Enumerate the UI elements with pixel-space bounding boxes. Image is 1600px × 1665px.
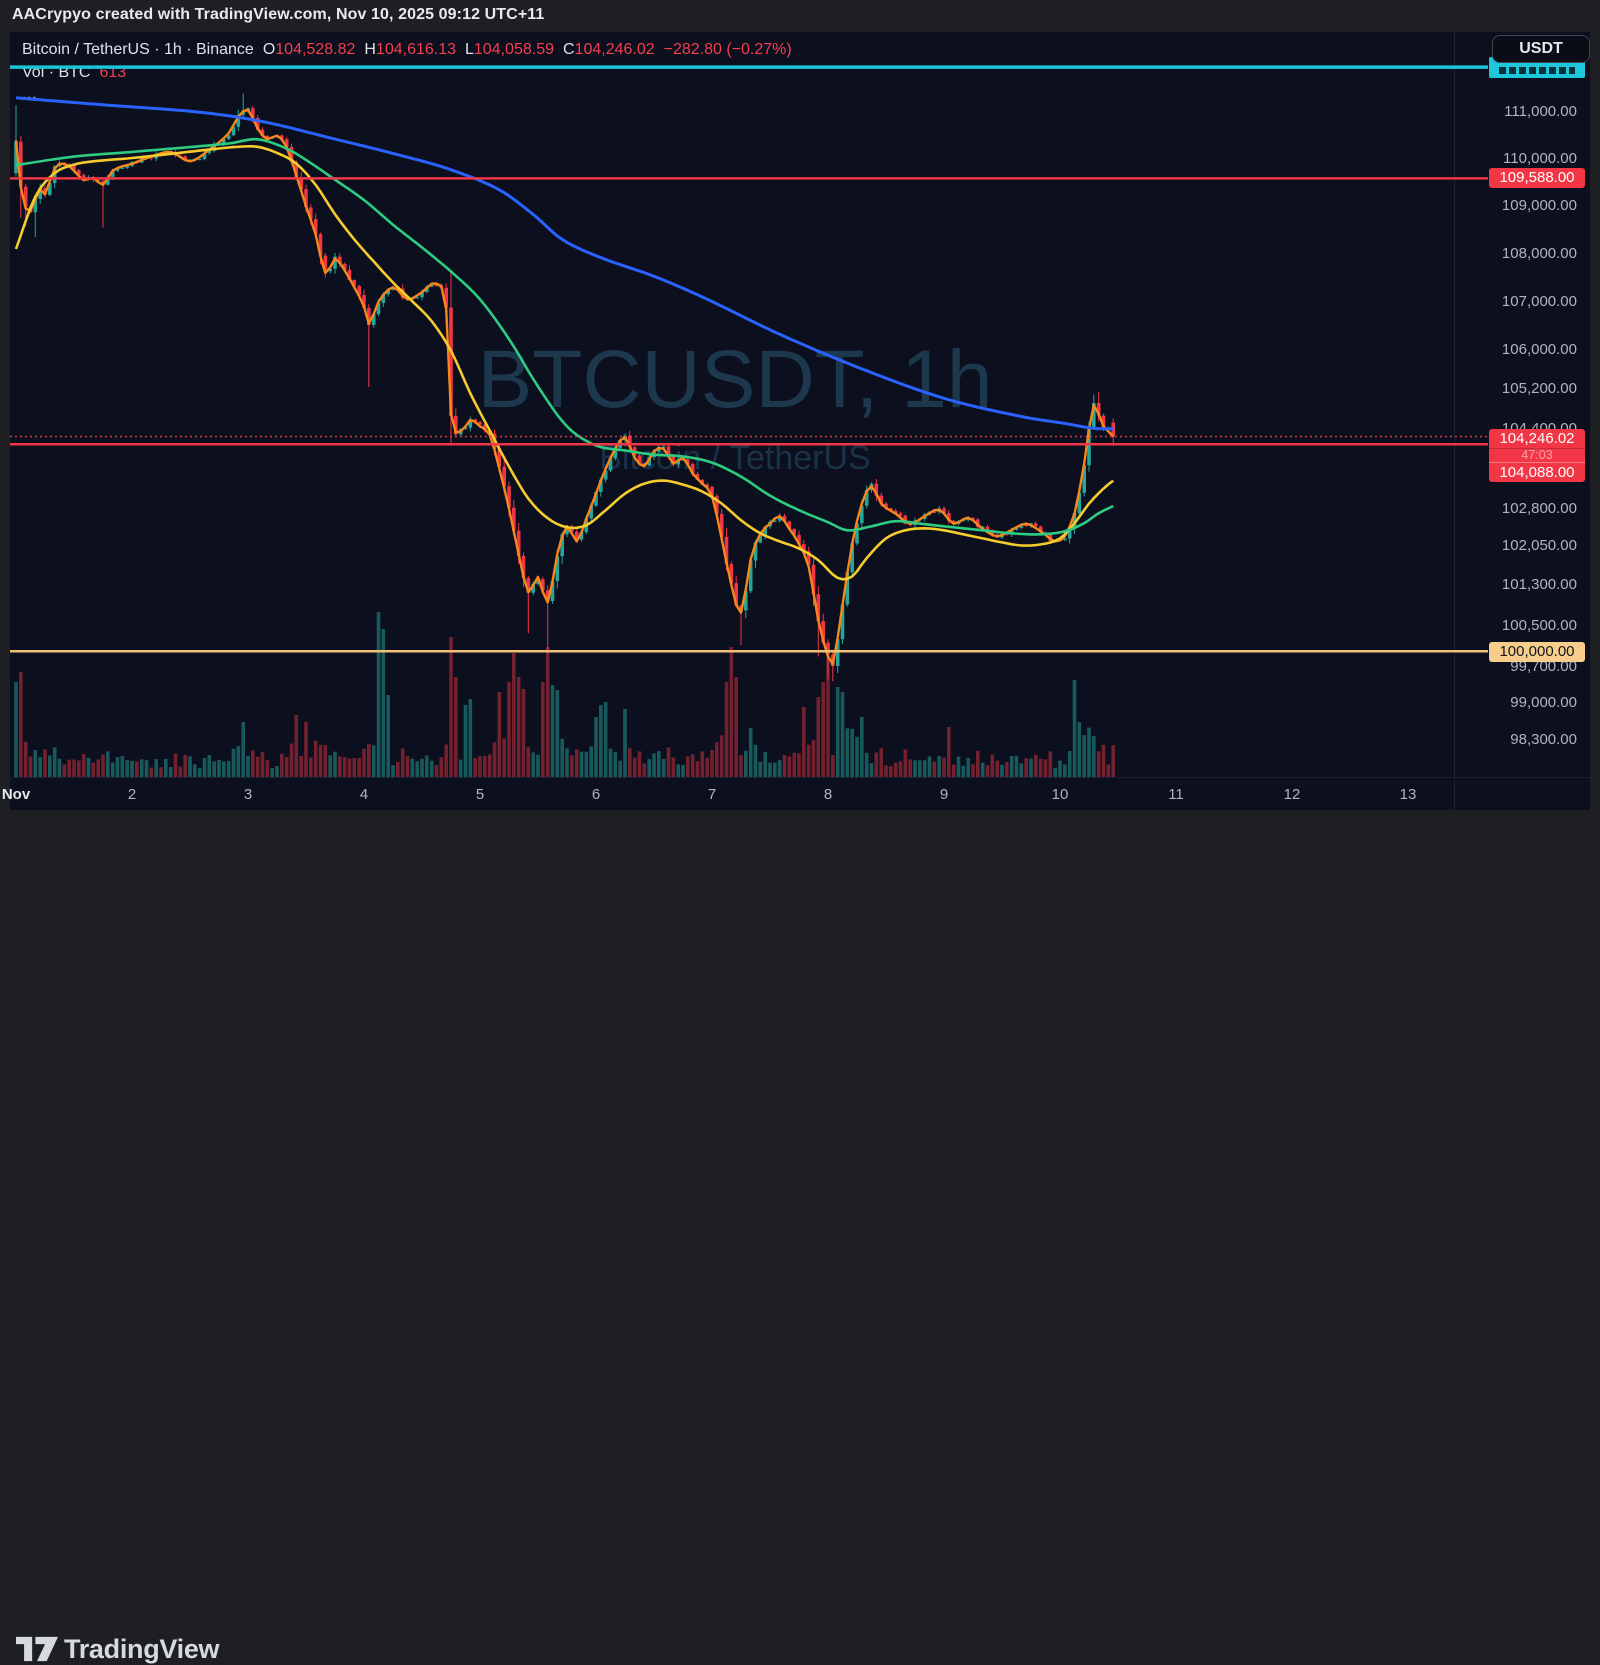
ma-blue-line [15, 96, 1114, 431]
legend-ohlc-row: Bitcoin / TetherUS · 1h · Binance O104,5… [22, 40, 792, 59]
attribution-bar: AACrypyo created with TradingView.com, N… [0, 0, 1600, 32]
y-axis-tick: 106,000.00 [1501, 341, 1577, 359]
ma-green-line [15, 137, 1114, 536]
y-axis-tick: 107,000.00 [1501, 292, 1577, 310]
change-value: −282.80 (−0.27%) [663, 40, 792, 58]
y-axis-tick: 99,700.00 [1510, 657, 1577, 675]
ohlc-high: H104,616.13 [364, 40, 456, 58]
x-axis-tick: 4 [359, 786, 369, 803]
time-scale[interactable]: Nov 2 3 4 5 6 7 8 9 10 11 12 13 [2, 778, 1455, 810]
x-axis-tick: 7 [707, 786, 717, 803]
current-price-label: 104,246.02 [1489, 429, 1585, 448]
ohlc-low: L104,058.59 [465, 40, 554, 58]
x-axis-tick: 2 [127, 786, 137, 803]
y-axis-tick: 99,000.00 [1510, 694, 1577, 712]
x-axis-tick: 12 [1283, 786, 1301, 803]
y-axis-tick: 109,000.00 [1501, 197, 1577, 215]
footer: TradingView [0, 810, 1600, 1664]
y-axis-tick: 105,200.00 [1501, 380, 1577, 398]
symbol-watermark: BTCUSDT, 1h Bitcoin / TetherUS [478, 334, 993, 478]
ma-yellow-line [14, 145, 1114, 581]
x-axis-tick: 8 [823, 786, 833, 803]
y-axis-tick: 108,000.00 [1501, 244, 1577, 262]
bar-countdown: 47:03 [1489, 448, 1585, 462]
x-axis-tick: 10 [1051, 786, 1069, 803]
currency-toggle-button[interactable]: USDT [1492, 35, 1590, 63]
x-axis-tick: 13 [1399, 786, 1417, 803]
x-axis-tick: 9 [939, 786, 949, 803]
y-axis-tick: 110,000.00 [1503, 149, 1577, 167]
y-axis-tick: 100,500.00 [1501, 616, 1577, 634]
x-axis-tick: 5 [475, 786, 485, 803]
volume-bars [14, 612, 1115, 777]
y-axis-tick: 102,050.00 [1501, 537, 1577, 555]
x-axis-tick: 6 [591, 786, 601, 803]
alert-price-label: 104,088.00 [1489, 462, 1585, 482]
x-axis-tick: Nov [1, 786, 31, 803]
chart-widget [10, 32, 1590, 810]
time-scale-border [10, 777, 1590, 778]
y-axis-tick: 101,300.00 [1501, 575, 1577, 593]
price-scale-border [1454, 32, 1455, 810]
watermark-symbol: BTCUSDT, 1h [477, 334, 993, 425]
symbol-title[interactable]: Bitcoin / TetherUS · 1h · Binance [22, 40, 254, 58]
y-axis-tick: 102,800.00 [1501, 499, 1577, 517]
x-axis-tick: 11 [1168, 786, 1184, 803]
attribution-text: AACrypyo created with TradingView.com, N… [12, 6, 545, 23]
ohlc-open: O104,528.82 [262, 40, 356, 58]
x-axis-tick: 3 [243, 786, 253, 803]
obscured-digits [1499, 67, 1575, 74]
price-scale[interactable]: 111,000.00 110,000.00 109,000.00 108,000.00… [1455, 32, 1590, 777]
ma-orange-line [14, 108, 1115, 666]
ohlc-close: C104,246.02 [562, 40, 655, 58]
y-axis-tick: 111,000.00 [1504, 103, 1577, 121]
y-axis-tick: 98,300.00 [1510, 730, 1577, 748]
tradingview-brand-text[interactable]: TradingView [64, 1634, 220, 1664]
support-price-label: 100,000.00 [1489, 642, 1585, 662]
current-price-label-stack: 104,246.02 47:03 104,088.00 [1489, 429, 1585, 482]
resistance-price-label: 109,588.00 [1489, 168, 1585, 188]
tradingview-logo-icon[interactable] [16, 1633, 58, 1665]
price-chart-canvas[interactable] [0, 0, 1600, 879]
candles [14, 93, 1115, 682]
